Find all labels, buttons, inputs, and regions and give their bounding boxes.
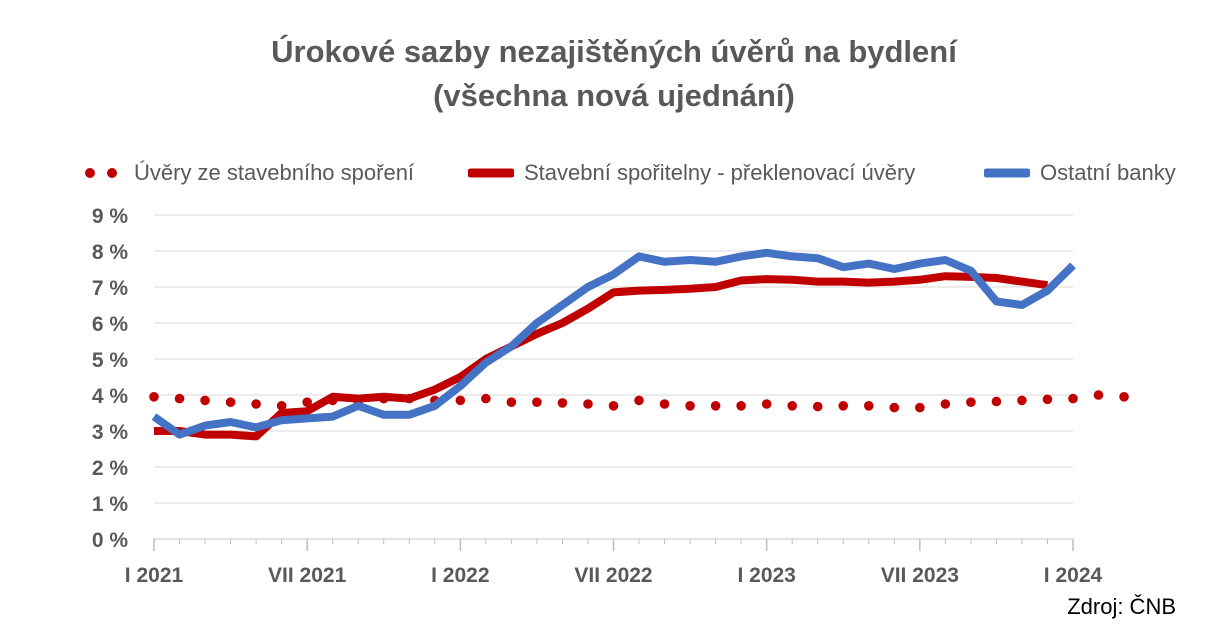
y-tick-label: 9 % bbox=[92, 205, 129, 228]
series-lines bbox=[149, 248, 1129, 441]
data-point bbox=[1119, 392, 1129, 402]
y-tick-label: 8 % bbox=[92, 241, 129, 264]
legend-key-solid-blue bbox=[984, 168, 1030, 178]
data-point bbox=[659, 399, 670, 409]
data-point bbox=[174, 393, 185, 404]
data-point bbox=[557, 398, 568, 408]
legend-label-other-banks: Ostatní banky bbox=[1040, 160, 1176, 185]
data-point bbox=[863, 401, 874, 411]
y-axis-ticks: 0 % 1 % 2 % 3 % 4 % 5 % 6 % 7 % 8 % 9 % bbox=[92, 205, 129, 552]
data-point bbox=[966, 397, 976, 408]
data-point bbox=[1042, 394, 1053, 405]
legend-label-savings-loans: Úvěry ze stavebního spoření bbox=[134, 160, 415, 185]
chart-subtitle: (všechna nová ujednání) bbox=[433, 78, 795, 113]
y-tick-label: 5 % bbox=[92, 349, 129, 372]
x-tick-label: VII 2023 bbox=[881, 564, 959, 587]
data-point bbox=[251, 399, 261, 409]
data-point bbox=[838, 401, 849, 411]
data-point bbox=[1017, 395, 1027, 406]
series-line-other-banks bbox=[151, 248, 1076, 439]
legend-item-savings-loans: Úvěry ze stavebního spoření bbox=[82, 160, 414, 186]
x-tick-label: VII 2022 bbox=[574, 564, 652, 587]
data-point bbox=[787, 401, 797, 411]
y-tick-label: 6 % bbox=[92, 313, 129, 336]
legend-key-solid-red bbox=[468, 168, 514, 178]
data-point bbox=[302, 397, 312, 408]
data-point bbox=[940, 399, 951, 409]
data-point bbox=[583, 399, 593, 409]
x-tick-label: I 2024 bbox=[1044, 564, 1103, 587]
y-tick-label: 1 % bbox=[92, 493, 129, 516]
legend-item-other-banks: Ostatní banky bbox=[984, 160, 1176, 186]
series-line-bridge-loans bbox=[154, 272, 1049, 441]
x-tick-label: I 2023 bbox=[737, 564, 795, 587]
data-point bbox=[685, 401, 695, 411]
data-point bbox=[506, 397, 517, 408]
data-point bbox=[455, 395, 466, 406]
legend-label-bridge-loans: Stavební spořitelny - překlenovací úvěry bbox=[524, 160, 916, 185]
source-note: Zdroj: ČNB bbox=[1067, 594, 1176, 619]
data-point bbox=[149, 392, 159, 402]
data-point bbox=[991, 396, 1002, 407]
x-tick-label: VII 2021 bbox=[268, 564, 347, 587]
data-point bbox=[481, 393, 491, 404]
y-tick-label: 7 % bbox=[92, 277, 129, 300]
data-point bbox=[276, 401, 287, 411]
chart-title: Úrokové sazby nezajištěných úvěrů na byd… bbox=[0, 30, 1228, 118]
chart-title-line-1: Úrokové sazby nezajištěných úvěrů na byd… bbox=[271, 34, 957, 69]
data-point bbox=[812, 401, 823, 412]
data-point bbox=[889, 402, 900, 413]
grid-lines bbox=[154, 214, 1073, 504]
y-tick-label: 2 % bbox=[92, 457, 129, 480]
data-point bbox=[1068, 393, 1078, 404]
legend-item-bridge-loans: Stavební spořitelny - překlenovací úvěry bbox=[468, 160, 915, 186]
legend: Úvěry ze stavebního spoření Stavební spo… bbox=[0, 156, 1228, 192]
x-axis: I 2021 VII 2021 I 2022 VII 2022 I 2023 VII 20… bbox=[125, 538, 1103, 587]
data-point bbox=[634, 395, 644, 406]
data-point bbox=[915, 402, 925, 413]
data-point bbox=[608, 401, 619, 411]
y-tick-label: 3 % bbox=[92, 421, 129, 444]
legend-key-dotted-red bbox=[85, 168, 117, 178]
y-tick-label: 0 % bbox=[92, 529, 129, 552]
data-point bbox=[710, 401, 721, 411]
series-dotted bbox=[149, 390, 1129, 413]
x-tick-label: I 2022 bbox=[431, 564, 489, 587]
x-tick-label: I 2021 bbox=[125, 564, 184, 587]
y-tick-label: 4 % bbox=[92, 385, 129, 408]
data-point bbox=[225, 397, 236, 408]
data-point bbox=[1093, 390, 1104, 400]
data-point bbox=[761, 399, 772, 409]
data-point bbox=[736, 401, 746, 411]
data-point bbox=[200, 395, 210, 406]
data-point bbox=[532, 397, 542, 408]
